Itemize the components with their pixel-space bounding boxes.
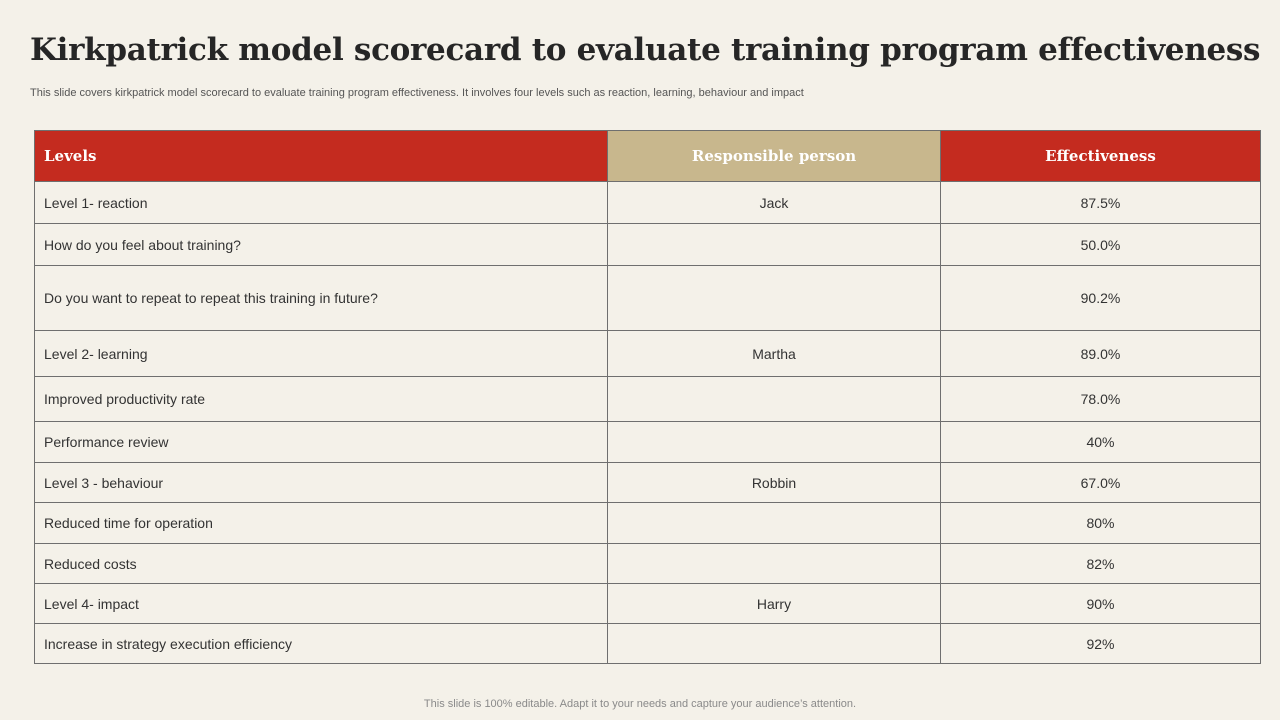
- cell-responsible-person: [607, 223, 941, 266]
- slide-footer-note: This slide is 100% editable. Adapt it to…: [423, 698, 857, 710]
- cell-effectiveness: 90.2%: [940, 265, 1261, 331]
- table-header-row: Levels Responsible person Effectiveness: [34, 130, 1261, 182]
- table-row: Level 4- impact Harry 90%: [34, 583, 1261, 624]
- header-levels: Levels: [34, 130, 608, 182]
- cell-effectiveness: 80%: [940, 502, 1261, 544]
- table-row: Reduced costs 82%: [34, 543, 1261, 584]
- table-row: Do you want to repeat to repeat this tra…: [34, 265, 1261, 331]
- table-row: Performance review 40%: [34, 421, 1261, 463]
- cell-effectiveness: 82%: [940, 543, 1261, 584]
- cell-effectiveness: 92%: [940, 623, 1261, 664]
- cell-effectiveness: 87.5%: [940, 181, 1261, 224]
- header-effectiveness: Effectiveness: [940, 130, 1261, 182]
- table-row: Level 1- reaction Jack 87.5%: [34, 181, 1261, 224]
- table-row: How do you feel about training? 50.0%: [34, 223, 1261, 266]
- cell-effectiveness: 50.0%: [940, 223, 1261, 266]
- header-responsible-person: Responsible person: [607, 130, 941, 182]
- cell-effectiveness: 40%: [940, 421, 1261, 463]
- cell-responsible-person: Martha: [607, 330, 941, 377]
- cell-responsible-person: Robbin: [607, 462, 941, 503]
- slide-subtitle: This slide covers kirkpatrick model scor…: [30, 87, 804, 99]
- cell-level: Level 3 - behaviour: [34, 462, 608, 503]
- cell-level: Increase in strategy execution efficienc…: [34, 623, 608, 664]
- cell-responsible-person: [607, 543, 941, 584]
- cell-effectiveness: 89.0%: [940, 330, 1261, 377]
- cell-responsible-person: [607, 623, 941, 664]
- cell-effectiveness: 78.0%: [940, 376, 1261, 422]
- scorecard-table: Levels Responsible person Effectiveness …: [34, 130, 1261, 664]
- cell-level: Level 2- learning: [34, 330, 608, 377]
- cell-level: Do you want to repeat to repeat this tra…: [34, 265, 608, 331]
- cell-responsible-person: [607, 421, 941, 463]
- table-row: Level 2- learning Martha 89.0%: [34, 330, 1261, 377]
- cell-responsible-person: Jack: [607, 181, 941, 224]
- table-row: Increase in strategy execution efficienc…: [34, 623, 1261, 664]
- cell-responsible-person: Harry: [607, 583, 941, 624]
- cell-level: Improved productivity rate: [34, 376, 608, 422]
- table-row: Level 3 - behaviour Robbin 67.0%: [34, 462, 1261, 503]
- cell-responsible-person: [607, 265, 941, 331]
- cell-responsible-person: [607, 376, 941, 422]
- cell-level: Level 1- reaction: [34, 181, 608, 224]
- cell-level: How do you feel about training?: [34, 223, 608, 266]
- cell-effectiveness: 90%: [940, 583, 1261, 624]
- cell-responsible-person: [607, 502, 941, 544]
- table-row: Reduced time for operation 80%: [34, 502, 1261, 544]
- cell-level: Level 4- impact: [34, 583, 608, 624]
- cell-level: Performance review: [34, 421, 608, 463]
- table-row: Improved productivity rate 78.0%: [34, 376, 1261, 422]
- cell-effectiveness: 67.0%: [940, 462, 1261, 503]
- slide-title: Kirkpatrick model scorecard to evaluate …: [30, 32, 1261, 68]
- cell-level: Reduced time for operation: [34, 502, 608, 544]
- cell-level: Reduced costs: [34, 543, 608, 584]
